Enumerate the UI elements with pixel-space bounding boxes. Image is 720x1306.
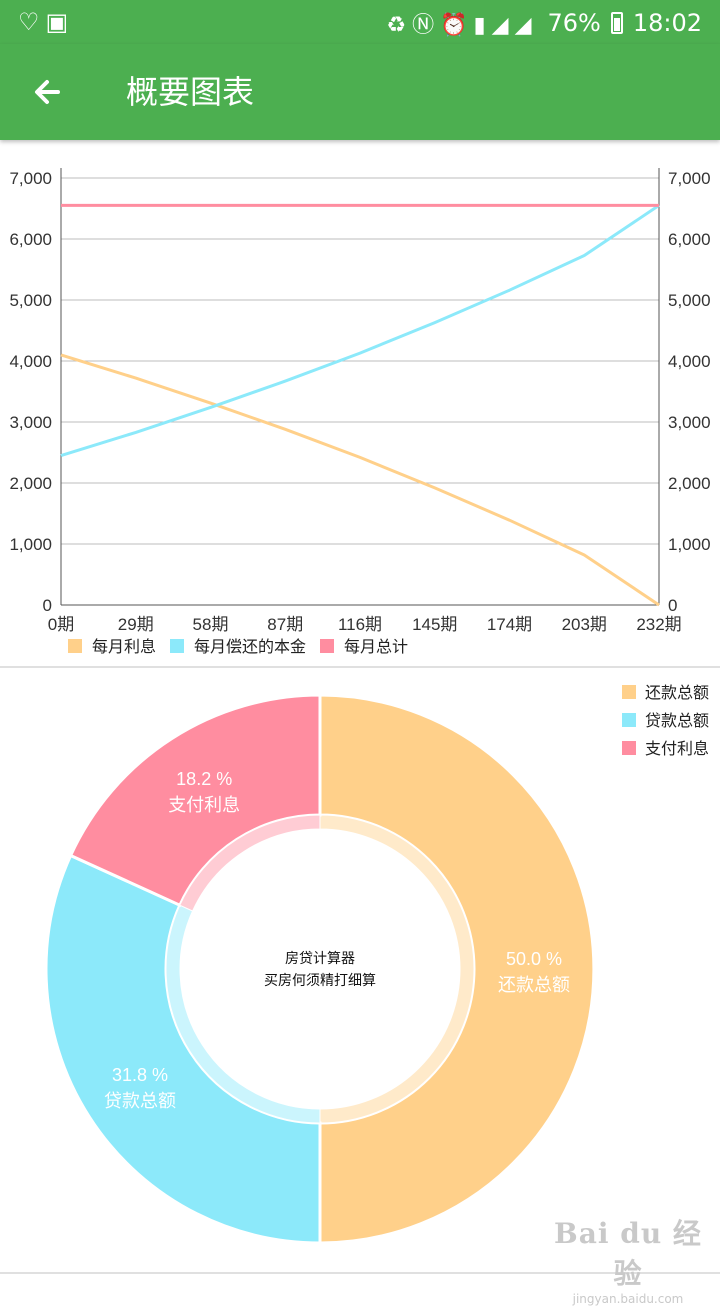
x-tick-label: 0期 (48, 615, 74, 634)
slice-percent-label: 18.2 % (176, 769, 232, 789)
status-right: ♻Ⓝ⏰▮◢◢ 76% 18:02 (386, 7, 702, 39)
legend-swatch (622, 713, 636, 727)
legend-label: 贷款总额 (645, 712, 709, 730)
center-title: 房贷计算器 (285, 950, 355, 966)
y-tick-label-left: 6,000 (9, 230, 52, 249)
legend-swatch (170, 639, 184, 653)
slice-name-label: 还款总额 (498, 975, 570, 995)
center-subtitle: 买房何须精打细算 (264, 972, 376, 988)
system-icons: ♻Ⓝ⏰▮◢◢ (386, 7, 537, 39)
back-button[interactable] (26, 70, 74, 114)
bottom-divider (0, 1272, 720, 1274)
x-tick-label: 116期 (338, 615, 382, 634)
image-notification-icon: ▣ (45, 8, 75, 36)
x-tick-label: 145期 (412, 615, 457, 634)
y-tick-label-left: 3,000 (9, 413, 52, 432)
wechat-notification-icon: ♡ (18, 8, 46, 36)
signal-4g-icon: ◢ (514, 13, 538, 38)
y-tick-label-right: 7,000 (668, 169, 711, 188)
y-tick-label-right: 5,000 (668, 291, 711, 310)
page-title: 概要图表 (126, 73, 255, 111)
y-tick-label-right: 1,000 (668, 535, 711, 554)
x-tick-label: 87期 (267, 615, 303, 634)
x-tick-label: 232期 (636, 615, 681, 634)
series-line (60, 353, 660, 607)
x-tick-label: 203期 (562, 615, 607, 634)
y-tick-label-left: 4,000 (9, 352, 52, 371)
watermark-url: jingyan.baidu.com (572, 1292, 684, 1306)
arrow-left-icon (35, 80, 60, 104)
legend-label: 每月总计 (344, 638, 408, 656)
y-tick-label-right: 2,000 (668, 474, 711, 493)
donut-hole (180, 829, 460, 1109)
y-tick-label-left: 2,000 (9, 474, 52, 493)
app-bar: 概要图表 (0, 44, 720, 140)
legend-swatch (68, 639, 82, 653)
y-tick-label-right: 3,000 (668, 413, 711, 432)
signal-icon: ◢ (491, 13, 515, 38)
y-tick-label-right: 4,000 (668, 352, 711, 371)
donut-chart: 50.0 % 还款总额 31.8 % 贷款总额 18.2 % 支付利息房贷计算器买房何须精… (44, 684, 709, 1245)
legend-swatch (622, 685, 636, 699)
y-tick-label-left: 5,000 (9, 291, 52, 310)
sim-icon: ▮ (473, 13, 492, 38)
watermark-main: Bai du 经验 (554, 1217, 702, 1290)
clock: 18:02 (632, 9, 702, 37)
status-bar: ♡▣ ♻Ⓝ⏰▮◢◢ 76% 18:02 (0, 0, 720, 44)
series-line (60, 204, 660, 458)
battery-percent: 76% (547, 9, 601, 37)
slice-name-label: 支付利息 (168, 795, 240, 815)
line-chart: 0 0 1,000 1,000 2,000 2,000 3,000 3,000 4,000 4,0… (9, 168, 711, 656)
legend-label: 支付利息 (645, 740, 709, 758)
y-tick-label-left: 0 (43, 596, 52, 615)
legend-label: 每月利息 (92, 638, 156, 656)
battery-icon (610, 12, 623, 34)
nfc-icon: Ⓝ (412, 13, 441, 38)
baidu-watermark: Bai du 经验 jingyan.baidu.com (548, 1212, 708, 1306)
y-tick-label-left: 1,000 (9, 535, 52, 554)
legend-swatch (622, 741, 636, 755)
notification-icons: ♡▣ (18, 8, 74, 36)
legend-label: 还款总额 (645, 684, 709, 702)
y-tick-label-right: 6,000 (668, 230, 711, 249)
x-tick-label: 29期 (118, 615, 154, 634)
y-tick-label-left: 7,000 (9, 169, 52, 188)
legend-swatch (320, 639, 334, 653)
y-tick-label-right: 0 (668, 596, 677, 615)
slice-percent-label: 50.0 % (506, 949, 562, 969)
slice-name-label: 贷款总额 (104, 1091, 176, 1111)
recycle-icon: ♻ (386, 13, 413, 38)
chart-divider (0, 666, 720, 668)
x-tick-label: 174期 (487, 615, 532, 634)
slice-percent-label: 31.8 % (112, 1065, 168, 1085)
alarm-icon: ⏰ (440, 13, 474, 38)
x-tick-label: 58期 (193, 615, 229, 634)
legend-label: 每月偿还的本金 (194, 638, 306, 656)
